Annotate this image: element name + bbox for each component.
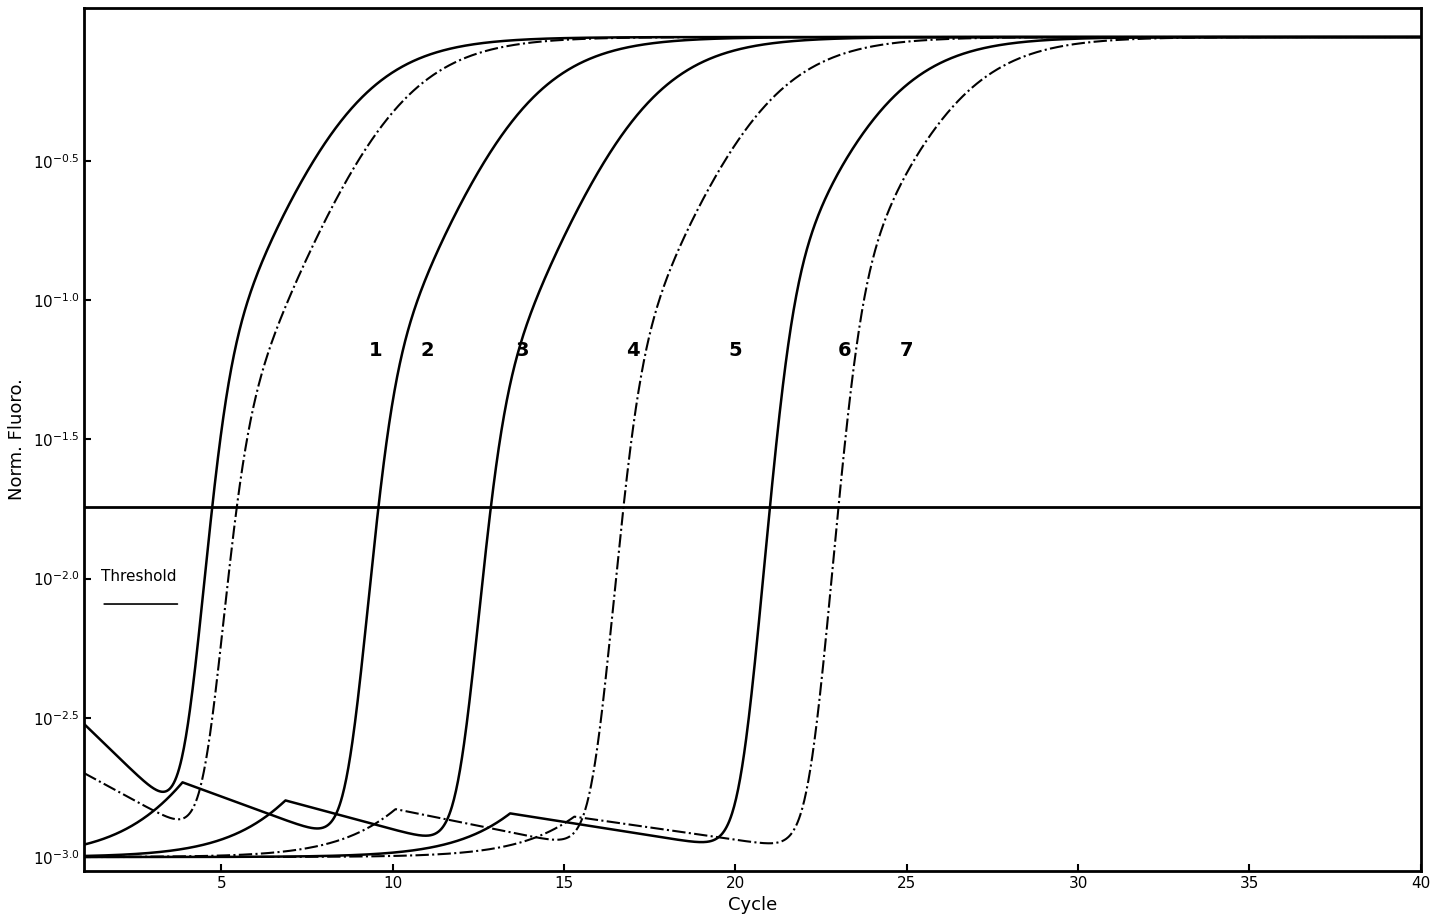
Text: 5: 5 <box>729 340 742 360</box>
Text: 2: 2 <box>420 340 434 360</box>
Text: 6: 6 <box>838 340 851 360</box>
X-axis label: Cycle: Cycle <box>728 896 777 915</box>
Y-axis label: Norm. Fluoro.: Norm. Fluoro. <box>7 378 26 501</box>
Text: 4: 4 <box>626 340 640 360</box>
Text: 1: 1 <box>368 340 383 360</box>
Text: 3: 3 <box>516 340 529 360</box>
Text: Threshold: Threshold <box>102 569 177 585</box>
Text: 7: 7 <box>900 340 913 360</box>
